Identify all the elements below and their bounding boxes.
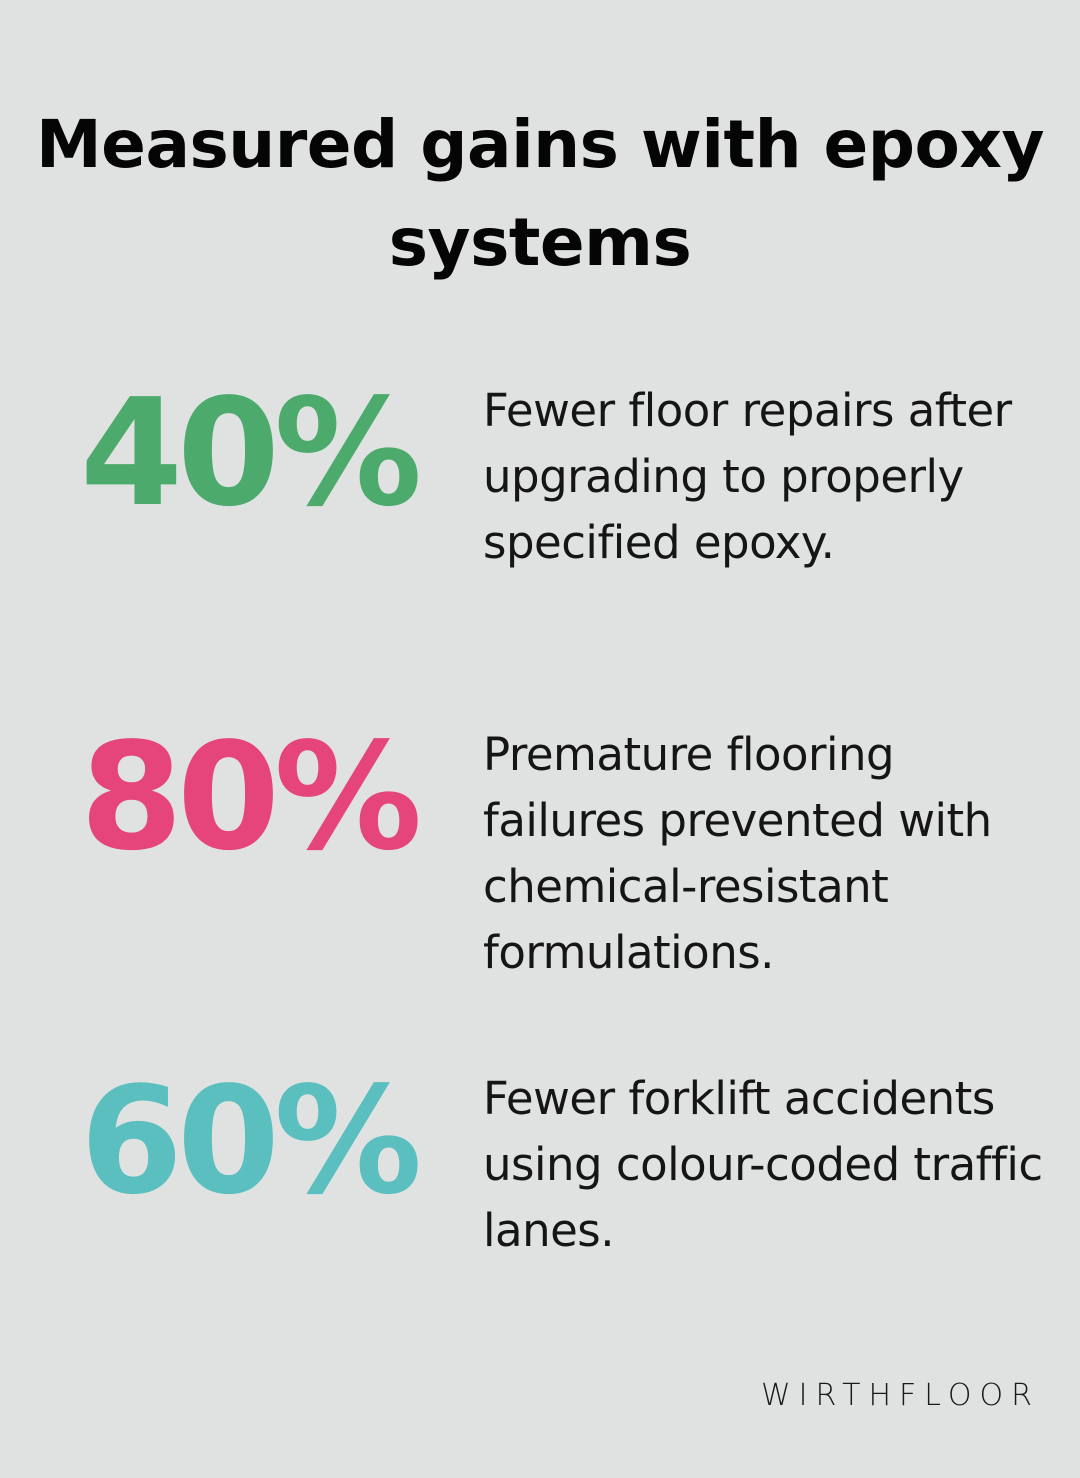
stat-value: 60% bbox=[80, 1055, 422, 1227]
stat-value: 40% bbox=[80, 367, 422, 539]
stat-value: 80% bbox=[80, 711, 422, 883]
stat-description: Premature flooring failures prevented wi… bbox=[483, 728, 992, 979]
stat-description: Fewer floor repairs after upgrading to p… bbox=[483, 384, 1012, 569]
page-title: Measured gains with epoxy systems bbox=[36, 106, 1045, 281]
stat-description: Fewer forklift accidents using colour-co… bbox=[483, 1072, 1043, 1257]
brand-logo: WIRTHFLOOR bbox=[760, 1378, 1040, 1413]
